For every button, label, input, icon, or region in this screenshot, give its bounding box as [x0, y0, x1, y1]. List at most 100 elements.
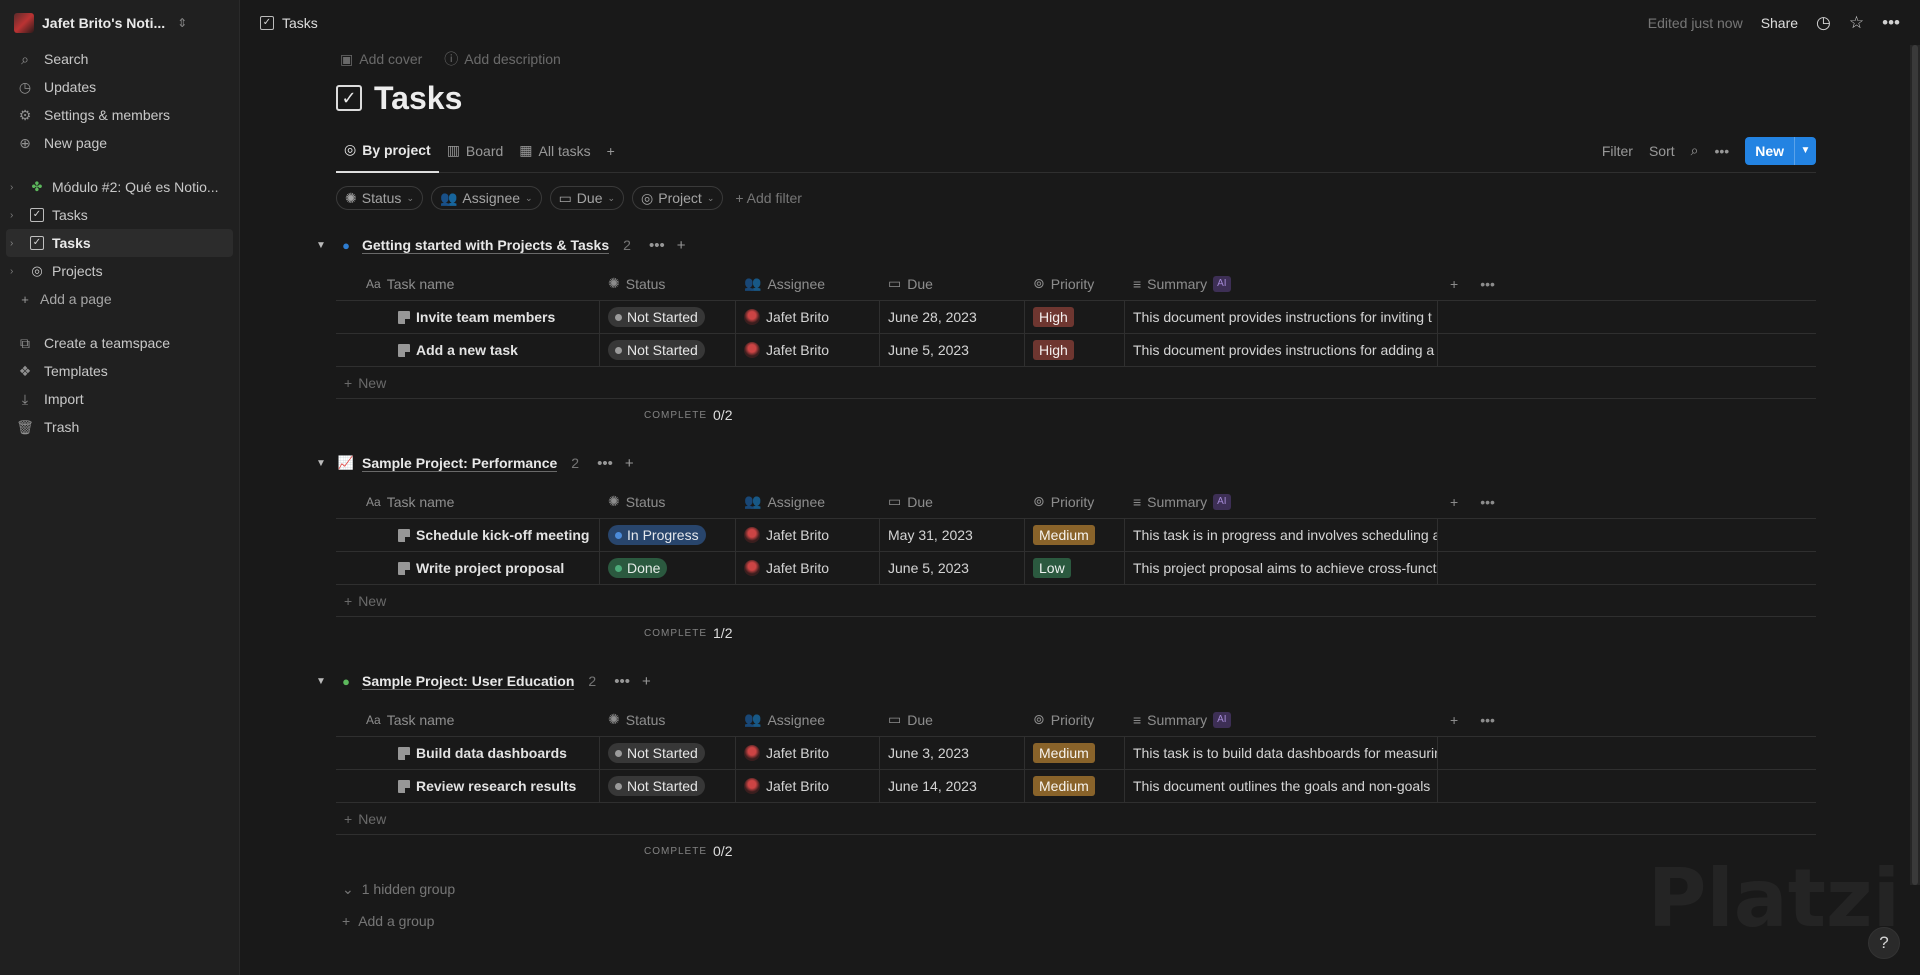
plus-icon[interactable]: +	[624, 454, 634, 472]
triangle-down-icon[interactable]: ▼	[316, 675, 326, 687]
sidebar-item-search[interactable]: ⌕ Search	[0, 45, 239, 73]
assignee-cell[interactable]: Jafet Brito	[736, 519, 880, 551]
task-name-cell[interactable]: Write project proposal	[336, 552, 600, 584]
scrollbar-thumb[interactable]	[1912, 45, 1918, 885]
status-cell[interactable]: Not Started	[600, 737, 736, 769]
column-header-status[interactable]: ✺ Status	[600, 485, 736, 518]
workspace-switcher[interactable]: Jafet Brito's Noti... ⇕	[0, 0, 239, 45]
summary-cell[interactable]: This document provides instructions for …	[1125, 301, 1438, 333]
assignee-cell[interactable]: Jafet Brito	[736, 552, 880, 584]
table-row[interactable]: Build data dashboards Not Started Jafet …	[336, 737, 1816, 770]
priority-cell[interactable]: Medium	[1025, 519, 1125, 551]
plus-icon[interactable]: +	[676, 236, 686, 254]
sidebar-page-tasks[interactable]: › ✓ Tasks	[0, 201, 239, 229]
plus-icon[interactable]: +	[1450, 711, 1459, 728]
status-cell[interactable]: Not Started	[600, 334, 736, 366]
column-header-priority[interactable]: ⊚ Priority	[1025, 267, 1125, 300]
help-button[interactable]: ?	[1868, 927, 1900, 959]
more-icon[interactable]: •••	[648, 236, 665, 254]
due-cell[interactable]: June 5, 2023	[880, 552, 1025, 584]
more-icon[interactable]: •••	[1882, 12, 1900, 32]
task-name-cell[interactable]: Invite team members	[336, 301, 600, 333]
table-row[interactable]: Review research results Not Started Jafe…	[336, 770, 1816, 803]
task-name-cell[interactable]: Review research results	[336, 770, 600, 802]
completion-summary[interactable]: COMPLETE 1/2	[336, 617, 1816, 649]
more-icon[interactable]: •••	[1480, 275, 1495, 292]
sidebar-add-page[interactable]: + Add a page	[0, 285, 239, 313]
add-group-button[interactable]: + Add a group	[336, 905, 1816, 937]
assignee-cell[interactable]: Jafet Brito	[736, 334, 880, 366]
group-title[interactable]: Getting started with Projects & Tasks	[362, 236, 610, 254]
more-icon[interactable]: •••	[614, 672, 630, 690]
group-title[interactable]: Sample Project: Performance	[362, 454, 558, 472]
completion-summary[interactable]: COMPLETE 0/2	[336, 399, 1816, 431]
sidebar-item-templates[interactable]: ❖ Templates	[0, 357, 239, 385]
new-row-button[interactable]: + New	[336, 367, 1816, 399]
new-row-button[interactable]: + New	[336, 803, 1816, 835]
column-header-name[interactable]: Aa Task name	[336, 267, 600, 300]
page-title[interactable]: Tasks	[374, 79, 463, 116]
status-cell[interactable]: Not Started	[600, 770, 736, 802]
chevron-right-icon[interactable]: ›	[10, 237, 14, 249]
chevron-right-icon[interactable]: ›	[10, 181, 14, 193]
column-header-name[interactable]: Aa Task name	[336, 703, 600, 736]
add-description-button[interactable]: ⓘ Add description	[444, 49, 561, 69]
table-row[interactable]: Add a new task Not Started Jafet Brito J…	[336, 334, 1816, 367]
triangle-down-icon[interactable]: ▼	[316, 239, 326, 251]
task-name-cell[interactable]: Add a new task	[336, 334, 600, 366]
column-header-priority[interactable]: ⊚ Priority	[1025, 703, 1125, 736]
new-button[interactable]: New ▼	[1745, 136, 1816, 165]
more-icon[interactable]: •••	[1714, 142, 1730, 159]
sidebar-item-create-teamspace[interactable]: ⧉ Create a teamspace	[0, 329, 239, 357]
status-cell[interactable]: Done	[600, 552, 736, 584]
column-header-assignee[interactable]: 👥 Assignee	[736, 485, 880, 518]
more-icon[interactable]: •••	[1480, 711, 1495, 728]
due-cell[interactable]: June 14, 2023	[880, 770, 1025, 802]
status-cell[interactable]: In Progress	[600, 519, 736, 551]
due-cell[interactable]: May 31, 2023	[880, 519, 1025, 551]
column-header-due[interactable]: ▭ Due	[880, 267, 1025, 300]
tab-board[interactable]: ▥ Board	[439, 129, 512, 173]
sidebar-page-tasks-active[interactable]: › ✓ Tasks	[6, 229, 233, 257]
column-header-summary[interactable]: ≡ Summary AI	[1125, 485, 1438, 518]
filter-chip-status[interactable]: ✺ Status ⌄	[336, 186, 423, 210]
chevron-down-icon[interactable]: ▼	[1794, 136, 1816, 165]
group-title[interactable]: Sample Project: User Education	[362, 672, 575, 690]
plus-icon[interactable]: +	[1450, 493, 1459, 510]
column-header-assignee[interactable]: 👥 Assignee	[736, 267, 880, 300]
scrollbar[interactable]	[1910, 45, 1920, 885]
assignee-cell[interactable]: Jafet Brito	[736, 737, 880, 769]
sidebar-item-new-page[interactable]: ⊕ New page	[0, 129, 239, 157]
priority-cell[interactable]: High	[1025, 334, 1125, 366]
sidebar-item-settings[interactable]: ⚙ Settings & members	[0, 101, 239, 129]
column-header-due[interactable]: ▭ Due	[880, 485, 1025, 518]
chevron-right-icon[interactable]: ›	[10, 209, 14, 221]
add-filter-button[interactable]: + Add filter	[735, 190, 802, 206]
assignee-cell[interactable]: Jafet Brito	[736, 301, 880, 333]
table-row[interactable]: Schedule kick-off meeting In Progress Ja…	[336, 519, 1816, 552]
new-row-button[interactable]: + New	[336, 585, 1816, 617]
sidebar-page-modulo[interactable]: › ✤ Módulo #2: Qué es Notio...	[0, 173, 239, 201]
column-header-priority[interactable]: ⊚ Priority	[1025, 485, 1125, 518]
more-icon[interactable]: •••	[1480, 493, 1495, 510]
priority-cell[interactable]: High	[1025, 301, 1125, 333]
sort-button[interactable]: Sort	[1648, 142, 1675, 159]
status-cell[interactable]: Not Started	[600, 301, 736, 333]
chevron-right-icon[interactable]: ›	[10, 265, 14, 277]
column-header-summary[interactable]: ≡ Summary AI	[1125, 267, 1438, 300]
column-header-summary[interactable]: ≡ Summary AI	[1125, 703, 1438, 736]
summary-cell[interactable]: This document outlines the goals and non…	[1125, 770, 1438, 802]
share-button[interactable]: Share	[1760, 14, 1799, 31]
due-cell[interactable]: June 3, 2023	[880, 737, 1025, 769]
filter-chip-project[interactable]: ◎ Project ⌄	[632, 186, 724, 210]
summary-cell[interactable]: This document provides instructions for …	[1125, 334, 1438, 366]
table-row[interactable]: Write project proposal Done Jafet Brito …	[336, 552, 1816, 585]
completion-summary[interactable]: COMPLETE 0/2	[336, 835, 1816, 867]
add-view-button[interactable]: +	[599, 129, 623, 173]
priority-cell[interactable]: Medium	[1025, 770, 1125, 802]
sidebar-item-trash[interactable]: 🗑 Trash	[0, 413, 239, 441]
star-icon[interactable]: ☆	[1848, 12, 1865, 32]
more-icon[interactable]: •••	[597, 454, 613, 472]
task-name-cell[interactable]: Build data dashboards	[336, 737, 600, 769]
filter-button[interactable]: Filter	[1601, 142, 1633, 159]
